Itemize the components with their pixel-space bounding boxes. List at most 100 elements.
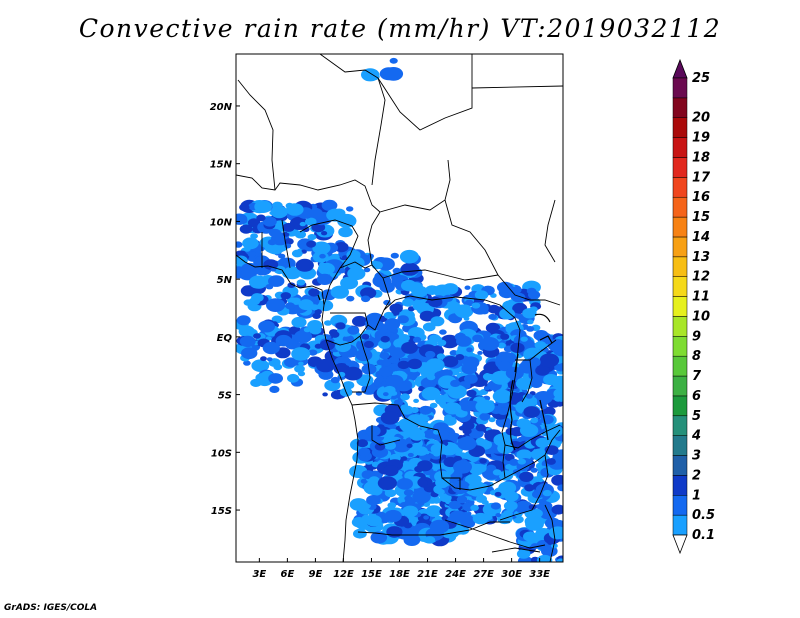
rain-cell — [270, 267, 277, 272]
rain-cell — [312, 241, 331, 255]
rain-cell — [466, 347, 473, 353]
rain-cell — [241, 347, 258, 360]
rain-cell — [360, 478, 368, 484]
rain-cell — [285, 302, 295, 310]
rain-cell — [425, 358, 445, 372]
rain-cell — [535, 365, 550, 376]
rain-cell — [312, 312, 321, 319]
rain-cell — [380, 335, 390, 343]
rain-cell — [389, 303, 403, 314]
rain-cell — [355, 349, 373, 362]
rain-cell — [389, 57, 398, 64]
rain-cell — [477, 350, 483, 355]
x-tick-label: 33E — [529, 569, 550, 580]
x-tick-label: 18E — [389, 569, 410, 580]
rain-cell — [556, 401, 563, 407]
rain-cell — [346, 295, 355, 302]
rain-cell — [383, 67, 404, 81]
legend-swatch — [672, 137, 688, 158]
rain-cell — [430, 316, 445, 327]
rain-cell — [353, 528, 367, 539]
rain-cell — [520, 336, 528, 342]
rain-cell — [417, 460, 433, 472]
rain-cell — [335, 322, 346, 330]
legend-under-arrow — [672, 534, 688, 555]
rain-cell — [423, 515, 429, 520]
rain-cell — [363, 267, 371, 273]
rain-cell — [414, 446, 428, 456]
rain-cell — [239, 224, 253, 234]
rain-cell — [402, 298, 414, 307]
rain-cell — [287, 373, 300, 383]
rain-cell — [378, 366, 394, 377]
rain-cell — [343, 366, 363, 381]
rain-cell — [449, 350, 458, 356]
rain-cell — [528, 290, 541, 300]
rain-cell — [471, 302, 481, 309]
rain-cell — [254, 200, 272, 213]
rain-cell — [462, 356, 480, 369]
rain-cell — [543, 549, 552, 555]
rain-cell — [401, 341, 418, 354]
rain-cell — [497, 342, 506, 349]
rain-cell — [451, 480, 471, 494]
rain-cell — [291, 347, 311, 361]
legend-label: 25 — [692, 71, 710, 86]
rain-field — [236, 57, 563, 562]
rain-cell — [390, 333, 400, 341]
rain-cell — [262, 341, 280, 355]
rain-cell — [448, 432, 459, 440]
rain-cell — [413, 336, 422, 343]
legend-label: 16 — [692, 190, 710, 205]
rain-cell — [430, 443, 447, 455]
y-tick-label: 5N — [217, 275, 233, 286]
rain-cell — [437, 339, 447, 346]
rain-cell — [557, 484, 563, 492]
legend-swatch — [672, 216, 688, 238]
rain-cell — [540, 414, 554, 425]
legend-label: 6 — [692, 389, 701, 404]
rain-cell — [365, 425, 381, 437]
rain-cell — [361, 295, 371, 303]
rain-cell — [441, 515, 449, 521]
rain-cell — [295, 258, 314, 272]
rain-cell — [308, 288, 320, 297]
rain-cell — [475, 437, 486, 445]
rain-cell — [527, 319, 534, 325]
rain-cell — [303, 327, 311, 333]
rain-cell — [397, 315, 409, 324]
rain-cell — [436, 353, 446, 360]
rain-cell — [396, 478, 413, 490]
rain-cell — [457, 436, 477, 451]
rain-cell — [345, 361, 353, 366]
rain-cell — [268, 275, 285, 287]
rain-cell — [479, 412, 491, 421]
legend-swatch — [672, 117, 688, 138]
rain-cell — [464, 474, 482, 486]
rain-cell — [294, 365, 305, 373]
rain-cell — [298, 299, 314, 311]
rain-cell — [543, 374, 559, 386]
rain-cell — [346, 206, 354, 212]
rain-cell — [474, 290, 489, 300]
rain-cell — [321, 199, 338, 211]
latitude-axis: 20N 15N 10N 5N EQ 5S 10S 15S — [210, 102, 240, 517]
rain-cell — [298, 361, 304, 366]
legend-swatch — [672, 256, 688, 277]
rain-cell — [310, 304, 319, 311]
rain-cell — [464, 374, 478, 384]
rain-cell — [542, 406, 556, 416]
rain-cell — [421, 386, 441, 401]
rain-cell — [463, 316, 470, 321]
rain-cell — [386, 526, 403, 538]
rain-cell — [262, 216, 277, 227]
legend-swatch — [672, 236, 688, 258]
legend-label: 14 — [692, 230, 710, 245]
legend-swatch — [672, 395, 688, 417]
rain-cell — [526, 357, 541, 368]
rain-cell — [390, 252, 399, 259]
rain-cell — [456, 335, 472, 347]
rain-cell — [365, 514, 382, 527]
